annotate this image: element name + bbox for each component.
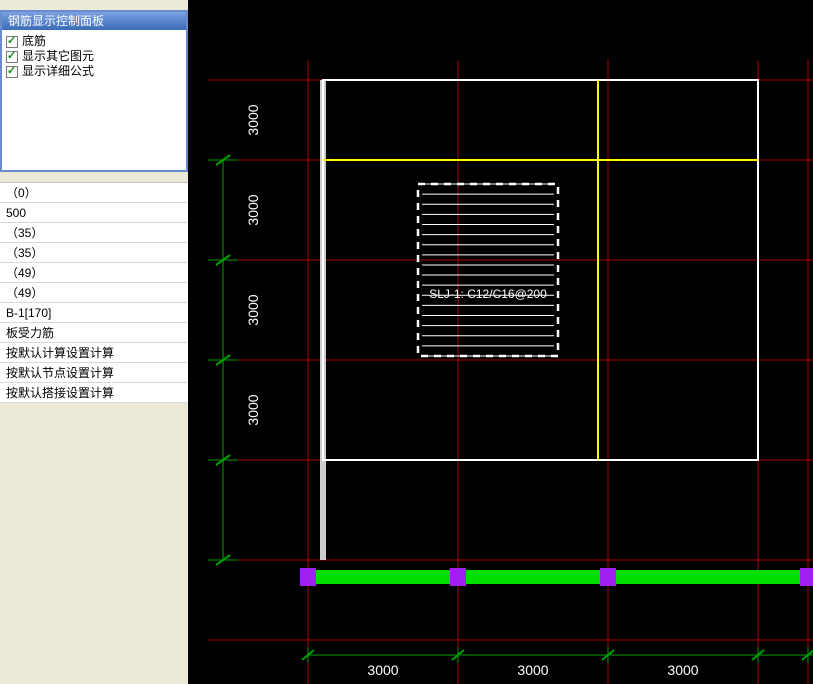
prop-row[interactable]: （49） xyxy=(0,283,188,303)
rebar-label: SLJ-1: C12/C16@200 xyxy=(429,287,547,301)
checkbox-label: 显示其它图元 xyxy=(22,49,94,64)
checkbox-label: 显示详细公式 xyxy=(22,64,94,79)
property-list: （0） 500 （35） （35） （49） （49） B-1[170] 板受力… xyxy=(0,182,188,403)
prop-row[interactable]: B-1[170] xyxy=(0,303,188,323)
dim-label-h: 3000 xyxy=(667,662,698,678)
checkbox-row-show-other[interactable]: 显示其它图元 xyxy=(6,49,182,64)
dim-label-h: 3000 xyxy=(367,662,398,678)
checkbox-row-bottom-rebar[interactable]: 底筋 xyxy=(6,34,182,49)
dim-label-h: 3000 xyxy=(517,662,548,678)
prop-row[interactable]: 板受力筋 xyxy=(0,323,188,343)
dim-label-v: 3000 xyxy=(245,394,261,425)
toolbar-stub xyxy=(0,0,188,10)
left-panel: 钢筋显示控制面板 底筋 显示其它图元 显示详细公式 （0） 500 （35） （… xyxy=(0,0,188,684)
prop-row[interactable]: （35） xyxy=(0,243,188,263)
prop-row[interactable]: 按默认计算设置计算 xyxy=(0,343,188,363)
cad-svg: 3000 3000 3000 3000 3000 3000 3000 SLJ-1: C12/C… xyxy=(188,0,813,684)
prop-row[interactable]: 按默认搭接设置计算 xyxy=(0,383,188,403)
dim-label-v: 3000 xyxy=(245,104,261,135)
prop-row[interactable]: 500 xyxy=(0,203,188,223)
drawing-canvas[interactable]: 3000 3000 3000 3000 3000 3000 3000 SLJ-1: C12/C… xyxy=(188,0,813,684)
prop-row[interactable]: （49） xyxy=(0,263,188,283)
checkbox-icon[interactable] xyxy=(6,66,18,78)
prop-row[interactable]: （35） xyxy=(0,223,188,243)
prop-row[interactable]: （0） xyxy=(0,183,188,203)
checkbox-row-show-formula[interactable]: 显示详细公式 xyxy=(6,64,182,79)
dim-label-v: 3000 xyxy=(245,194,261,225)
checkbox-label: 底筋 xyxy=(22,34,46,49)
prop-row[interactable]: 按默认节点设置计算 xyxy=(0,363,188,383)
checkbox-icon[interactable] xyxy=(6,51,18,63)
rebar-display-control-panel: 钢筋显示控制面板 底筋 显示其它图元 显示详细公式 xyxy=(0,10,188,172)
panel-title: 钢筋显示控制面板 xyxy=(2,12,186,30)
checkbox-icon[interactable] xyxy=(6,36,18,48)
dim-label-v: 3000 xyxy=(245,294,261,325)
panel-body: 底筋 显示其它图元 显示详细公式 xyxy=(2,30,186,170)
